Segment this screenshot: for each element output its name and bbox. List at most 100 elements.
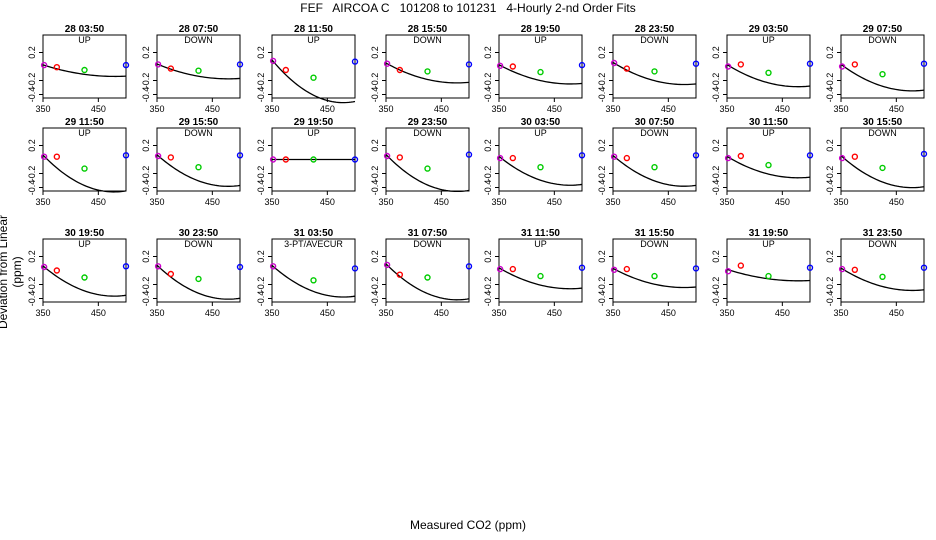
data-point [838,265,846,273]
y-tick-label: -0.2 [256,277,266,293]
y-tick-label: 0.2 [256,139,266,152]
data-point [692,265,700,272]
data-point [310,277,317,284]
y-tick-label: -0.4 [256,180,266,196]
data-point [122,152,130,159]
data-point [851,153,859,160]
panel-title: 28 11:50 [294,24,333,35]
y-tick-label: 0.2 [825,139,835,152]
data-point [351,58,359,65]
data-point [496,62,504,70]
direction-label: DOWN [413,128,442,138]
x-tick-label: 450 [775,104,790,114]
fit-curve [840,155,925,189]
fit-curve [612,61,697,86]
x-tick-label: 450 [547,197,562,207]
y-tick-label: -0.4 [483,87,493,103]
direction-label: UP [307,35,320,45]
direction-label: UP [534,239,547,249]
direction-label: DOWN [640,128,669,138]
x-tick-label: 350 [605,308,620,318]
direction-label: UP [307,128,320,138]
x-tick-label: 350 [378,104,393,114]
data-point [122,61,130,69]
data-point [806,152,814,159]
plot-frame [385,127,470,192]
data-point [509,154,517,162]
x-tick-label: 450 [320,104,335,114]
data-point [920,150,928,158]
data-point [269,156,277,163]
data-point [651,68,658,75]
y-tick-label: -0.2 [483,73,493,89]
data-point [724,268,732,275]
y-tick-label: -0.4 [711,180,721,196]
data-point [838,63,846,70]
data-point [610,153,618,160]
panel-title: 31 07:50 [408,228,448,239]
data-point [236,152,244,159]
y-tick-label: 0.2 [597,46,607,59]
direction-label: DOWN [413,35,442,45]
data-point [651,272,658,280]
data-point [53,267,61,274]
data-point [396,66,404,74]
x-tick-label: 350 [149,308,164,318]
y-tick-label: 0.2 [370,139,380,152]
panel-title: 28 03:50 [65,24,105,35]
data-point [269,263,277,270]
y-tick-label: -0.2 [711,277,721,293]
x-tick-label: 450 [889,104,904,114]
data-point [282,66,290,74]
fit-curve [156,154,241,187]
data-point [154,152,162,160]
data-point [465,263,473,270]
y-tick-label: -0.2 [27,277,37,293]
data-point [351,156,359,163]
panel-title: 28 23:50 [635,24,675,35]
data-point [81,274,88,281]
data-point [737,61,745,68]
y-tick-label: 0.2 [141,46,151,59]
fit-curve [271,59,356,104]
direction-label: UP [762,35,775,45]
y-tick-label: 0.2 [597,139,607,152]
data-point [424,165,431,172]
data-point [53,63,61,71]
y-tick-label: 0.2 [711,139,721,152]
y-tick-label: -0.4 [483,180,493,196]
data-point [920,264,928,271]
panel-title: 28 19:50 [521,24,561,35]
y-tick-label: -0.4 [597,180,607,196]
y-tick-label: -0.2 [711,166,721,182]
direction-label: DOWN [868,239,897,249]
direction-label: DOWN [868,128,897,138]
y-tick-label: -0.2 [711,73,721,89]
x-tick-label: 350 [35,104,50,114]
x-tick-label: 450 [889,308,904,318]
direction-label: 3-PT/AVECUR [284,239,343,249]
fit-curve [498,267,583,290]
data-point [465,61,473,68]
panel-title: 30 03:50 [521,117,561,128]
x-tick-label: 450 [320,197,335,207]
data-point [537,163,544,171]
y-tick-label: -0.4 [141,87,151,103]
data-point [578,264,586,271]
fit-curve [42,64,127,78]
y-tick-label: -0.2 [483,166,493,182]
data-point [310,74,317,81]
direction-label: DOWN [640,35,669,45]
data-point [236,61,244,68]
y-tick-label: 0.2 [256,46,266,59]
data-point [310,156,317,163]
y-tick-label: -0.4 [370,180,380,196]
